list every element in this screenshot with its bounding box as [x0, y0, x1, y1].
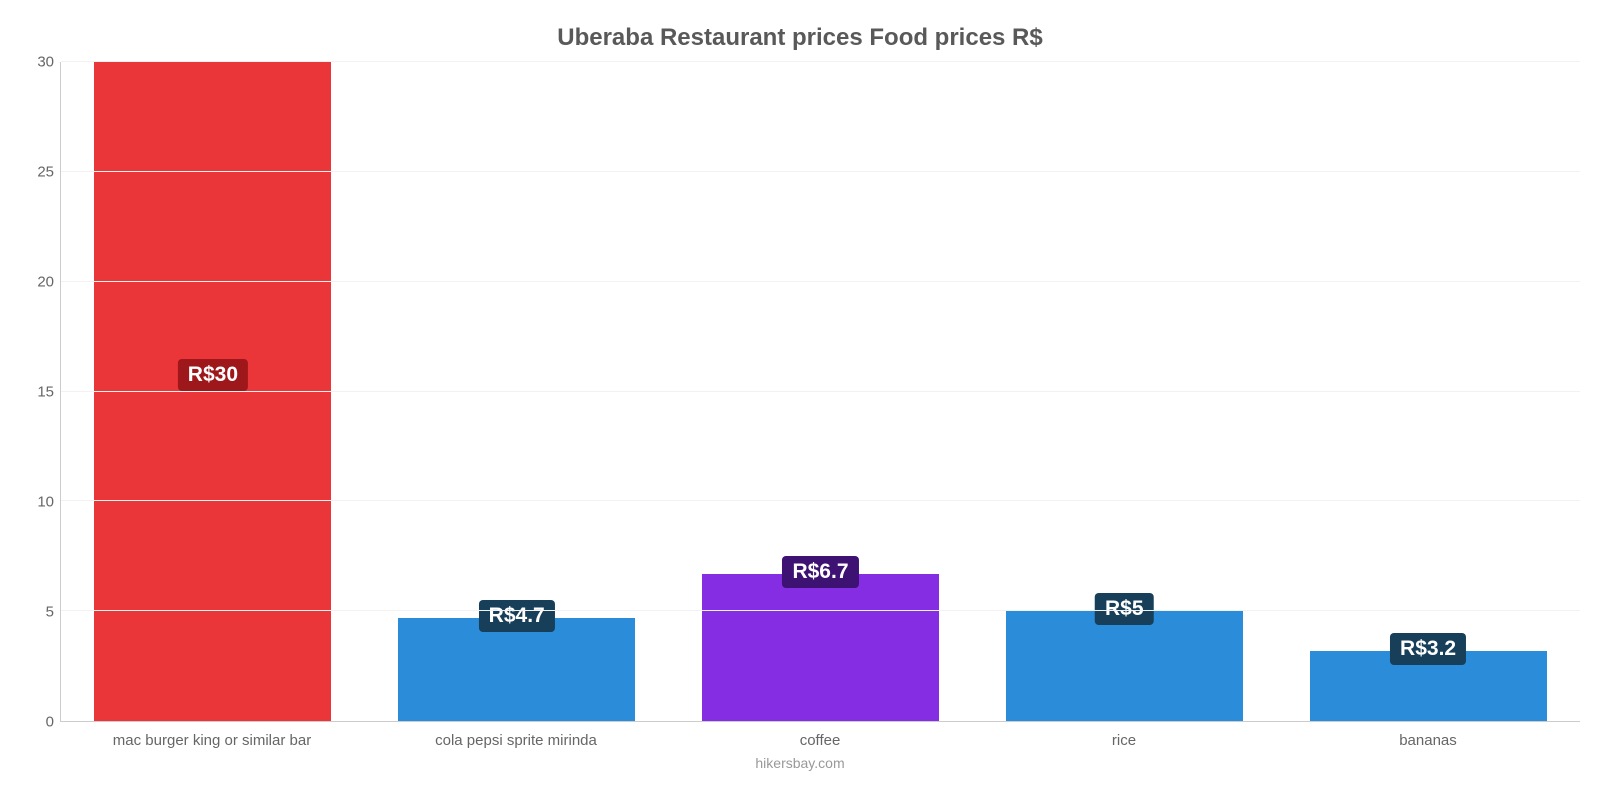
bar-slot: R$4.7 — [365, 62, 669, 721]
y-tick-label: 20 — [37, 274, 54, 291]
gridline — [61, 391, 1580, 392]
x-label: rice — [972, 722, 1276, 749]
gridline — [61, 610, 1580, 611]
value-badge: R$30 — [178, 359, 248, 391]
y-tick-label: 0 — [46, 714, 54, 731]
x-label: bananas — [1276, 722, 1580, 749]
y-tick-label: 10 — [37, 494, 54, 511]
gridline — [61, 61, 1580, 62]
y-tick-label: 25 — [37, 164, 54, 181]
y-tick-label: 15 — [37, 384, 54, 401]
bar-slot: R$3.2 — [1276, 62, 1580, 721]
chart-caption: hikersbay.com — [20, 755, 1580, 771]
plot-area-wrapper: 051015202530 R$30R$4.7R$6.7R$5R$3.2 — [20, 62, 1580, 722]
plot-area: R$30 R$4.7 R$6.7 R$5 R$3.2 — [60, 62, 1580, 722]
x-label: mac burger king or similar bar — [60, 722, 364, 749]
chart-title: Uberaba Restaurant prices Food prices R$ — [20, 24, 1580, 52]
value-badge: R$4.7 — [479, 600, 555, 632]
value-badge: R$6.7 — [782, 556, 858, 588]
value-badge: R$3.2 — [1390, 633, 1466, 665]
y-tick-label: 30 — [37, 54, 54, 71]
value-badge: R$5 — [1095, 593, 1154, 625]
bar-slot: R$5 — [972, 62, 1276, 721]
y-axis: 051015202530 — [20, 62, 60, 722]
bar: R$5 — [1006, 611, 1243, 721]
gridline — [61, 171, 1580, 172]
gridline — [61, 281, 1580, 282]
bar: R$4.7 — [398, 618, 635, 721]
bars-container: R$30 R$4.7 R$6.7 R$5 R$3.2 — [61, 62, 1580, 721]
y-tick-label: 5 — [46, 604, 54, 621]
price-chart: Uberaba Restaurant prices Food prices R$… — [0, 0, 1600, 800]
bar-slot: R$6.7 — [669, 62, 973, 721]
gridline — [61, 500, 1580, 501]
x-label: coffee — [668, 722, 972, 749]
bar: R$3.2 — [1310, 651, 1547, 721]
x-axis: mac burger king or similar barcola pepsi… — [60, 722, 1580, 749]
bar: R$6.7 — [702, 574, 939, 721]
bar: R$30 — [94, 62, 331, 721]
bar-slot: R$30 — [61, 62, 365, 721]
x-label: cola pepsi sprite mirinda — [364, 722, 668, 749]
